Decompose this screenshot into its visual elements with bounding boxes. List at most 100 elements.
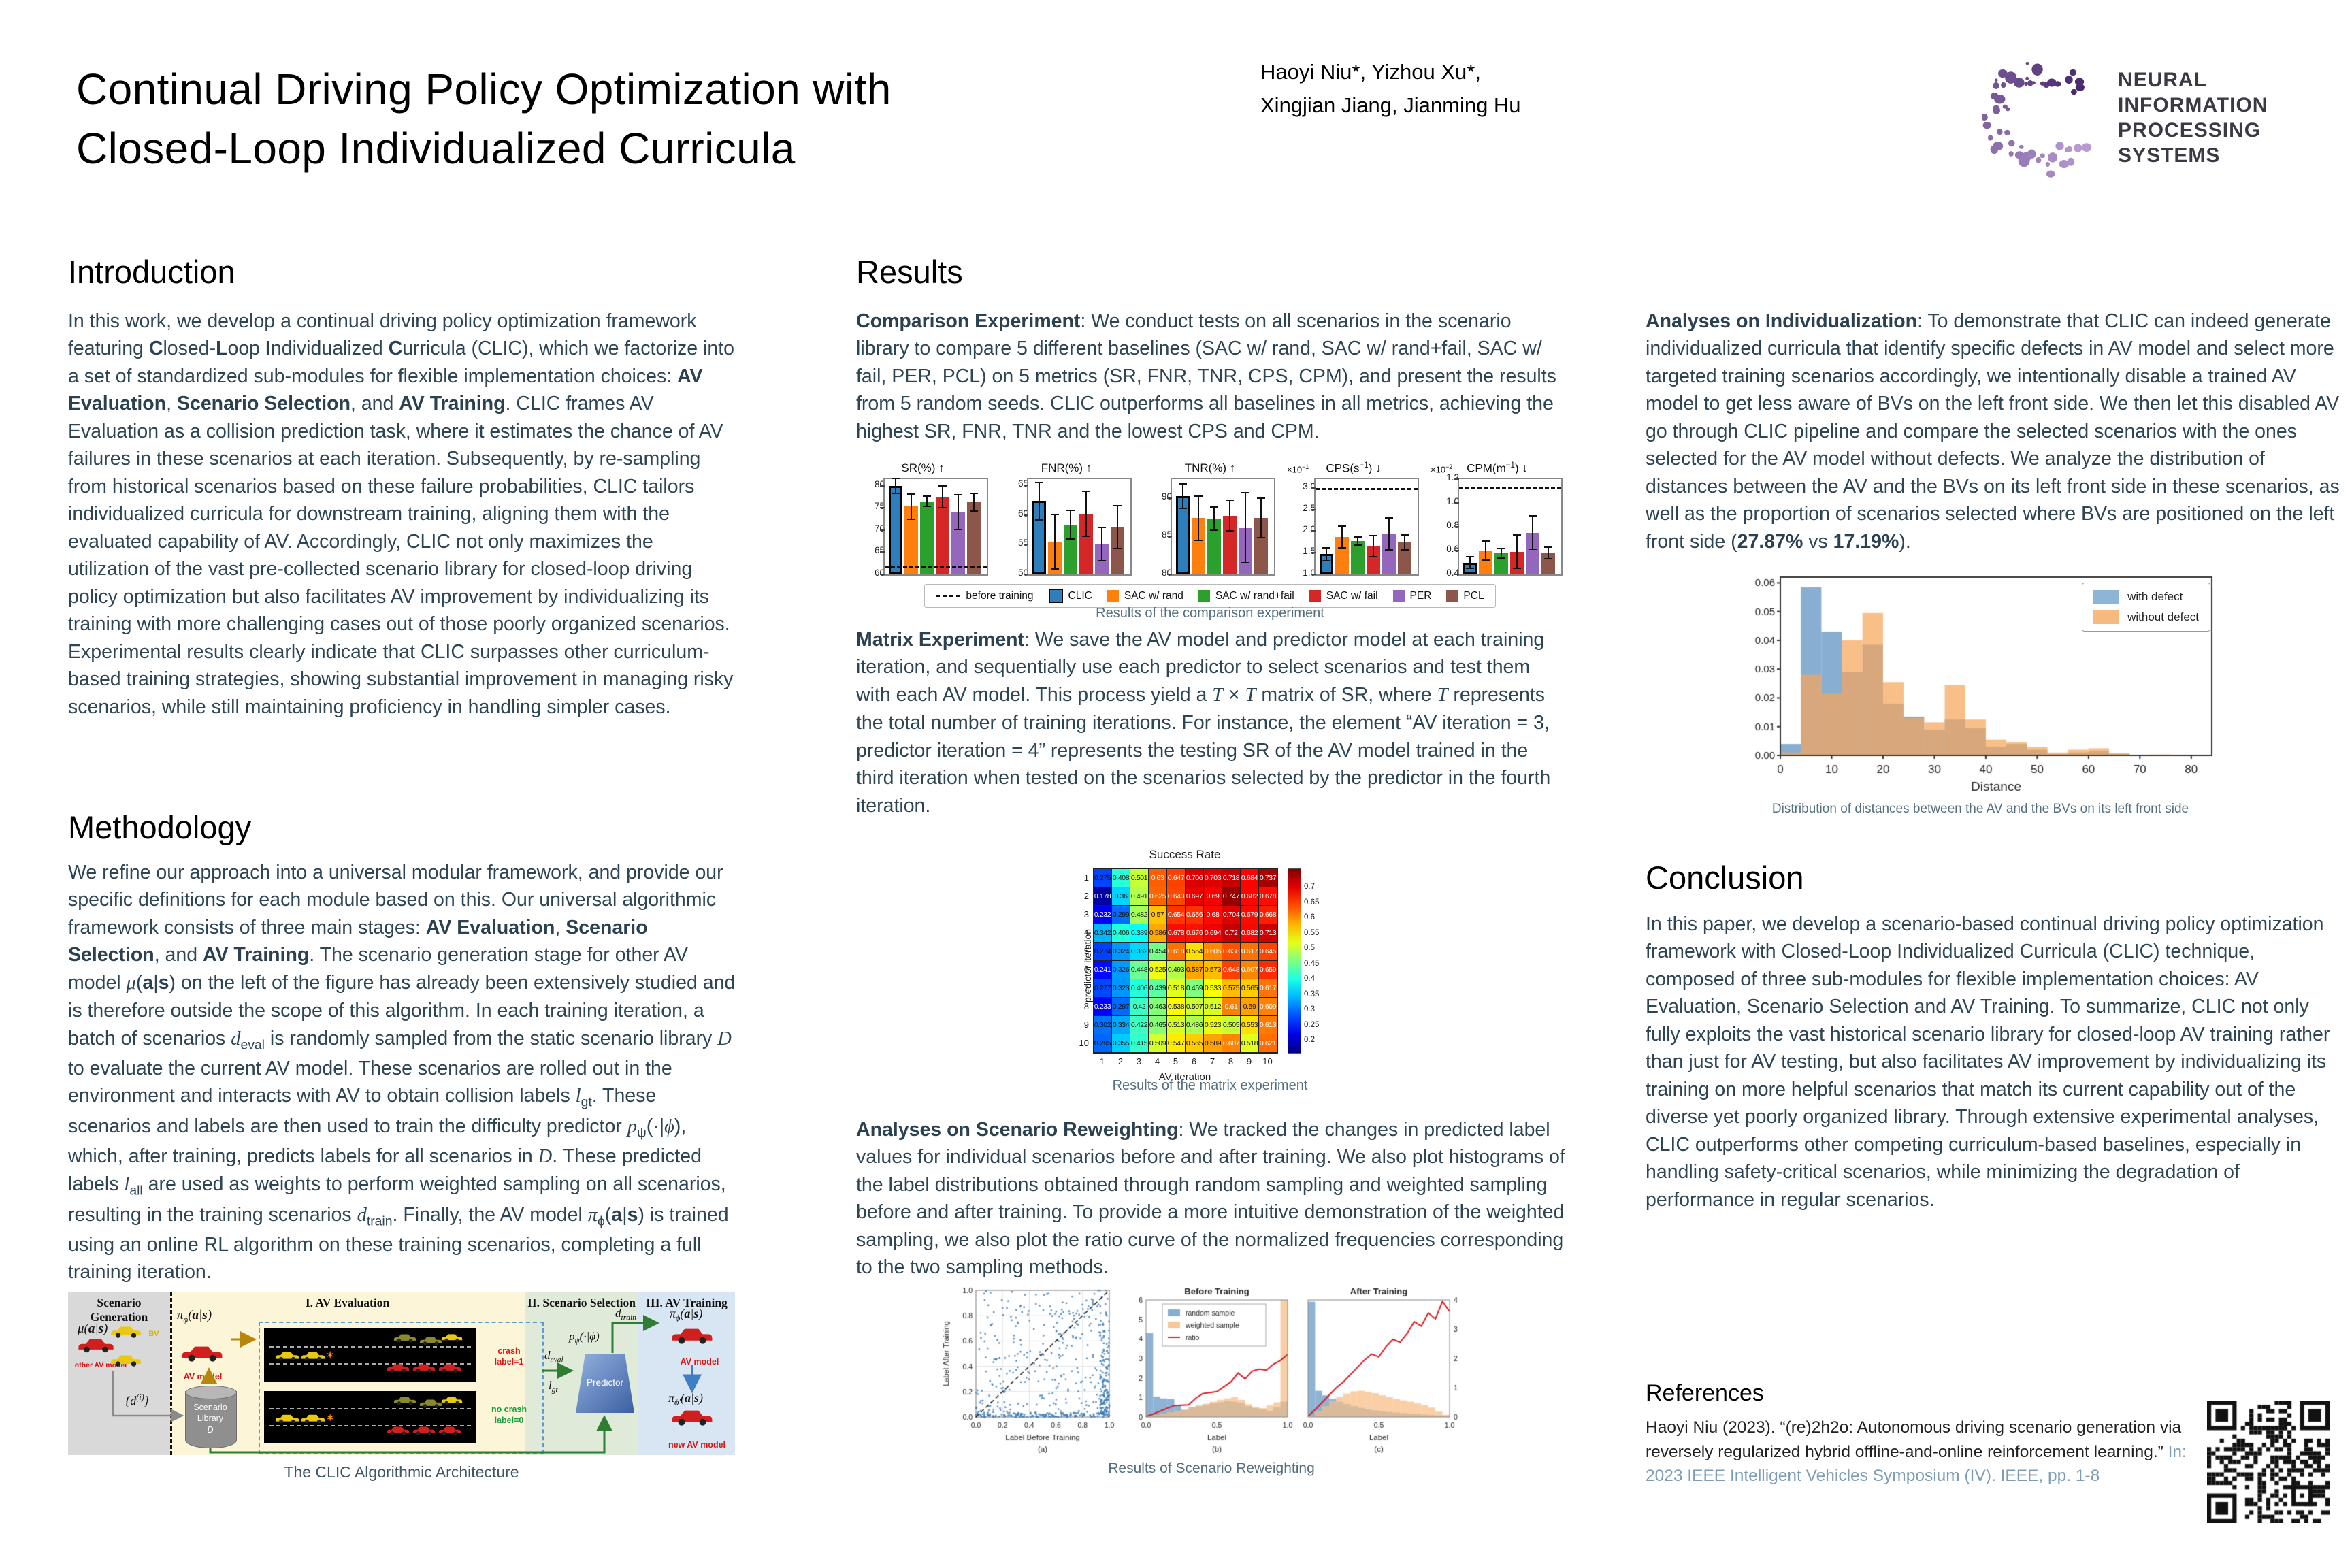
y-tick-mark <box>1454 574 1459 575</box>
matrix-cell: 0.513 <box>1167 1016 1186 1034</box>
panel-title: SR(%) ↑ <box>901 461 945 474</box>
matrix-ytick: 8 <box>1083 1001 1089 1011</box>
matrix-cell: 0.694 <box>1204 924 1222 943</box>
legend-item: PER <box>1392 589 1432 602</box>
clic-architecture-figure: Scenario Generation I. AV Evaluation II. S… <box>68 1292 735 1455</box>
comparison-panel: SR(%) ↑ 60 65 70 75 80 <box>855 461 991 578</box>
methodology-paragraph: We refine our approach into a universal … <box>68 862 736 1284</box>
matrix-cell: 0.553 <box>1241 1016 1259 1034</box>
matrix-cell: 0.647 <box>1167 869 1186 887</box>
neurips-logo-line2: PROCESSING SYSTEMS <box>2118 119 2261 167</box>
matrix-cell: 0.512 <box>1204 998 1222 1016</box>
matrix-cell: 0.554 <box>1186 943 1204 961</box>
matrix-cell: 0.233 <box>1094 998 1112 1016</box>
without-defect-swatch <box>2093 610 2120 624</box>
matrix-cell: 0.507 <box>1186 998 1204 1016</box>
matrix-xtick: 5 <box>1173 1056 1179 1066</box>
error-cap <box>1513 534 1521 536</box>
error-bar <box>1388 518 1390 551</box>
error-cap <box>1082 536 1090 537</box>
bar <box>936 497 949 574</box>
error-cap <box>1051 513 1059 515</box>
error-cap <box>1513 568 1521 570</box>
legend-label: SAC w/ rand+fail <box>1215 589 1294 602</box>
error-cap <box>907 493 915 495</box>
y-tick-mark <box>1167 497 1172 499</box>
matrix-caption: Results of the matrix experiment <box>1112 1078 1308 1093</box>
matrix-cell: 0.645 <box>1259 943 1277 961</box>
y-tick-mark <box>1311 552 1316 554</box>
architecture-caption: The CLIC Algorithmic Architecture <box>284 1463 519 1481</box>
matrix-cell: 0.295 <box>1094 1034 1112 1053</box>
arch-label: new AV model <box>668 1440 726 1450</box>
error-bar <box>1532 516 1533 550</box>
panel-plot <box>880 478 988 576</box>
legend-label: SAC w/ fail <box>1326 589 1378 602</box>
bar <box>1526 532 1539 574</box>
y-tick-mark <box>1024 484 1028 486</box>
error-cap <box>1338 525 1346 527</box>
error-cap <box>923 506 931 508</box>
lane-marking <box>270 1345 471 1348</box>
matrix-grid: 0.275 0.408 0.501 0.63 0.647 0.706 0.703 0.718 0… <box>1093 868 1278 1054</box>
error-cap <box>1354 544 1362 546</box>
matrix-xtick: 7 <box>1209 1056 1215 1066</box>
matrix-colorbar <box>1288 868 1301 1054</box>
matrix-cell: 0.454 <box>1149 943 1167 961</box>
error-cap <box>892 493 900 495</box>
legend-label: PCL <box>1463 589 1484 602</box>
collision-spark-icon: ✶ <box>325 1349 336 1362</box>
bar <box>1254 518 1268 574</box>
matrix-ytick: 3 <box>1083 909 1089 919</box>
matrix-cell: 0.523 <box>1204 1016 1222 1034</box>
reweighting-before-panel <box>1123 1285 1293 1455</box>
arch-section-label: II. Scenario Selection <box>527 1296 636 1309</box>
bar <box>1207 519 1221 574</box>
matrix-cell: 0.406 <box>1112 924 1130 943</box>
matrix-cell: 0.505 <box>1222 1016 1241 1034</box>
matrix-cell: 0.465 <box>1149 1016 1167 1034</box>
legend-item: SAC w/ rand <box>1107 590 1183 602</box>
error-cap <box>1482 540 1490 542</box>
bv-car-icon <box>110 1324 142 1342</box>
reweighting-caption: Results of Scenario Reweighting <box>1108 1460 1315 1476</box>
av-model-car-icon <box>181 1343 223 1366</box>
y-tick-mark <box>1167 536 1172 537</box>
matrix-cell: 0.533 <box>1204 979 1222 998</box>
scenario-library-top <box>185 1386 237 1399</box>
legend-label: PER <box>1409 589 1432 602</box>
arch-section-label: I. AV Evaluation <box>305 1296 390 1309</box>
legend-item: before training <box>936 590 1034 602</box>
reference-entry: Haoyi Niu (2023). “(re)2h2o: Autonomous … <box>1646 1418 2187 1486</box>
error-bar <box>1341 526 1343 549</box>
predictor-block: Predictor <box>576 1354 634 1413</box>
error-bar <box>1516 535 1518 569</box>
distance-figure: with defect without defect <box>1737 573 2221 798</box>
arch-label: crash label=1 <box>494 1346 524 1367</box>
y-tick-label: 55 <box>1017 538 1028 549</box>
road-car-icon <box>301 1413 325 1427</box>
matrix-cell: 0.509 <box>1149 1034 1167 1053</box>
y-tick-label: 50 <box>1017 568 1028 578</box>
bar <box>1479 551 1492 574</box>
y-tick-label: 2.5 <box>1303 502 1316 513</box>
road-car-icon <box>275 1350 299 1365</box>
lane-marking <box>270 1425 471 1427</box>
matrix-cell: 0.704 <box>1222 906 1241 924</box>
neurips-logo: NEURAL INFORMATION PROCESSING SYSTEMS <box>1982 39 2352 196</box>
panel-plot <box>1454 478 1563 576</box>
arch-label: lgt <box>549 1379 558 1394</box>
error-cap <box>1354 536 1362 538</box>
arch-label: {d(i)} <box>125 1392 149 1407</box>
matrix-cell: 0.61 <box>1222 998 1241 1016</box>
matrix-cell: 0.324 <box>1112 943 1130 961</box>
arch-label: AV model <box>680 1357 719 1367</box>
matrix-ytick: 2 <box>1083 891 1089 901</box>
y-tick-label: 90 <box>1161 491 1172 502</box>
matrix-ytick: 7 <box>1083 983 1089 993</box>
matrix-cell: 0.448 <box>1130 961 1149 979</box>
color-swatch <box>1392 590 1405 602</box>
comparison-panel: FNR(%) ↑ 50 55 60 65 <box>998 461 1134 578</box>
matrix-cell: 0.178 <box>1094 887 1112 906</box>
error-bar <box>1182 483 1183 508</box>
